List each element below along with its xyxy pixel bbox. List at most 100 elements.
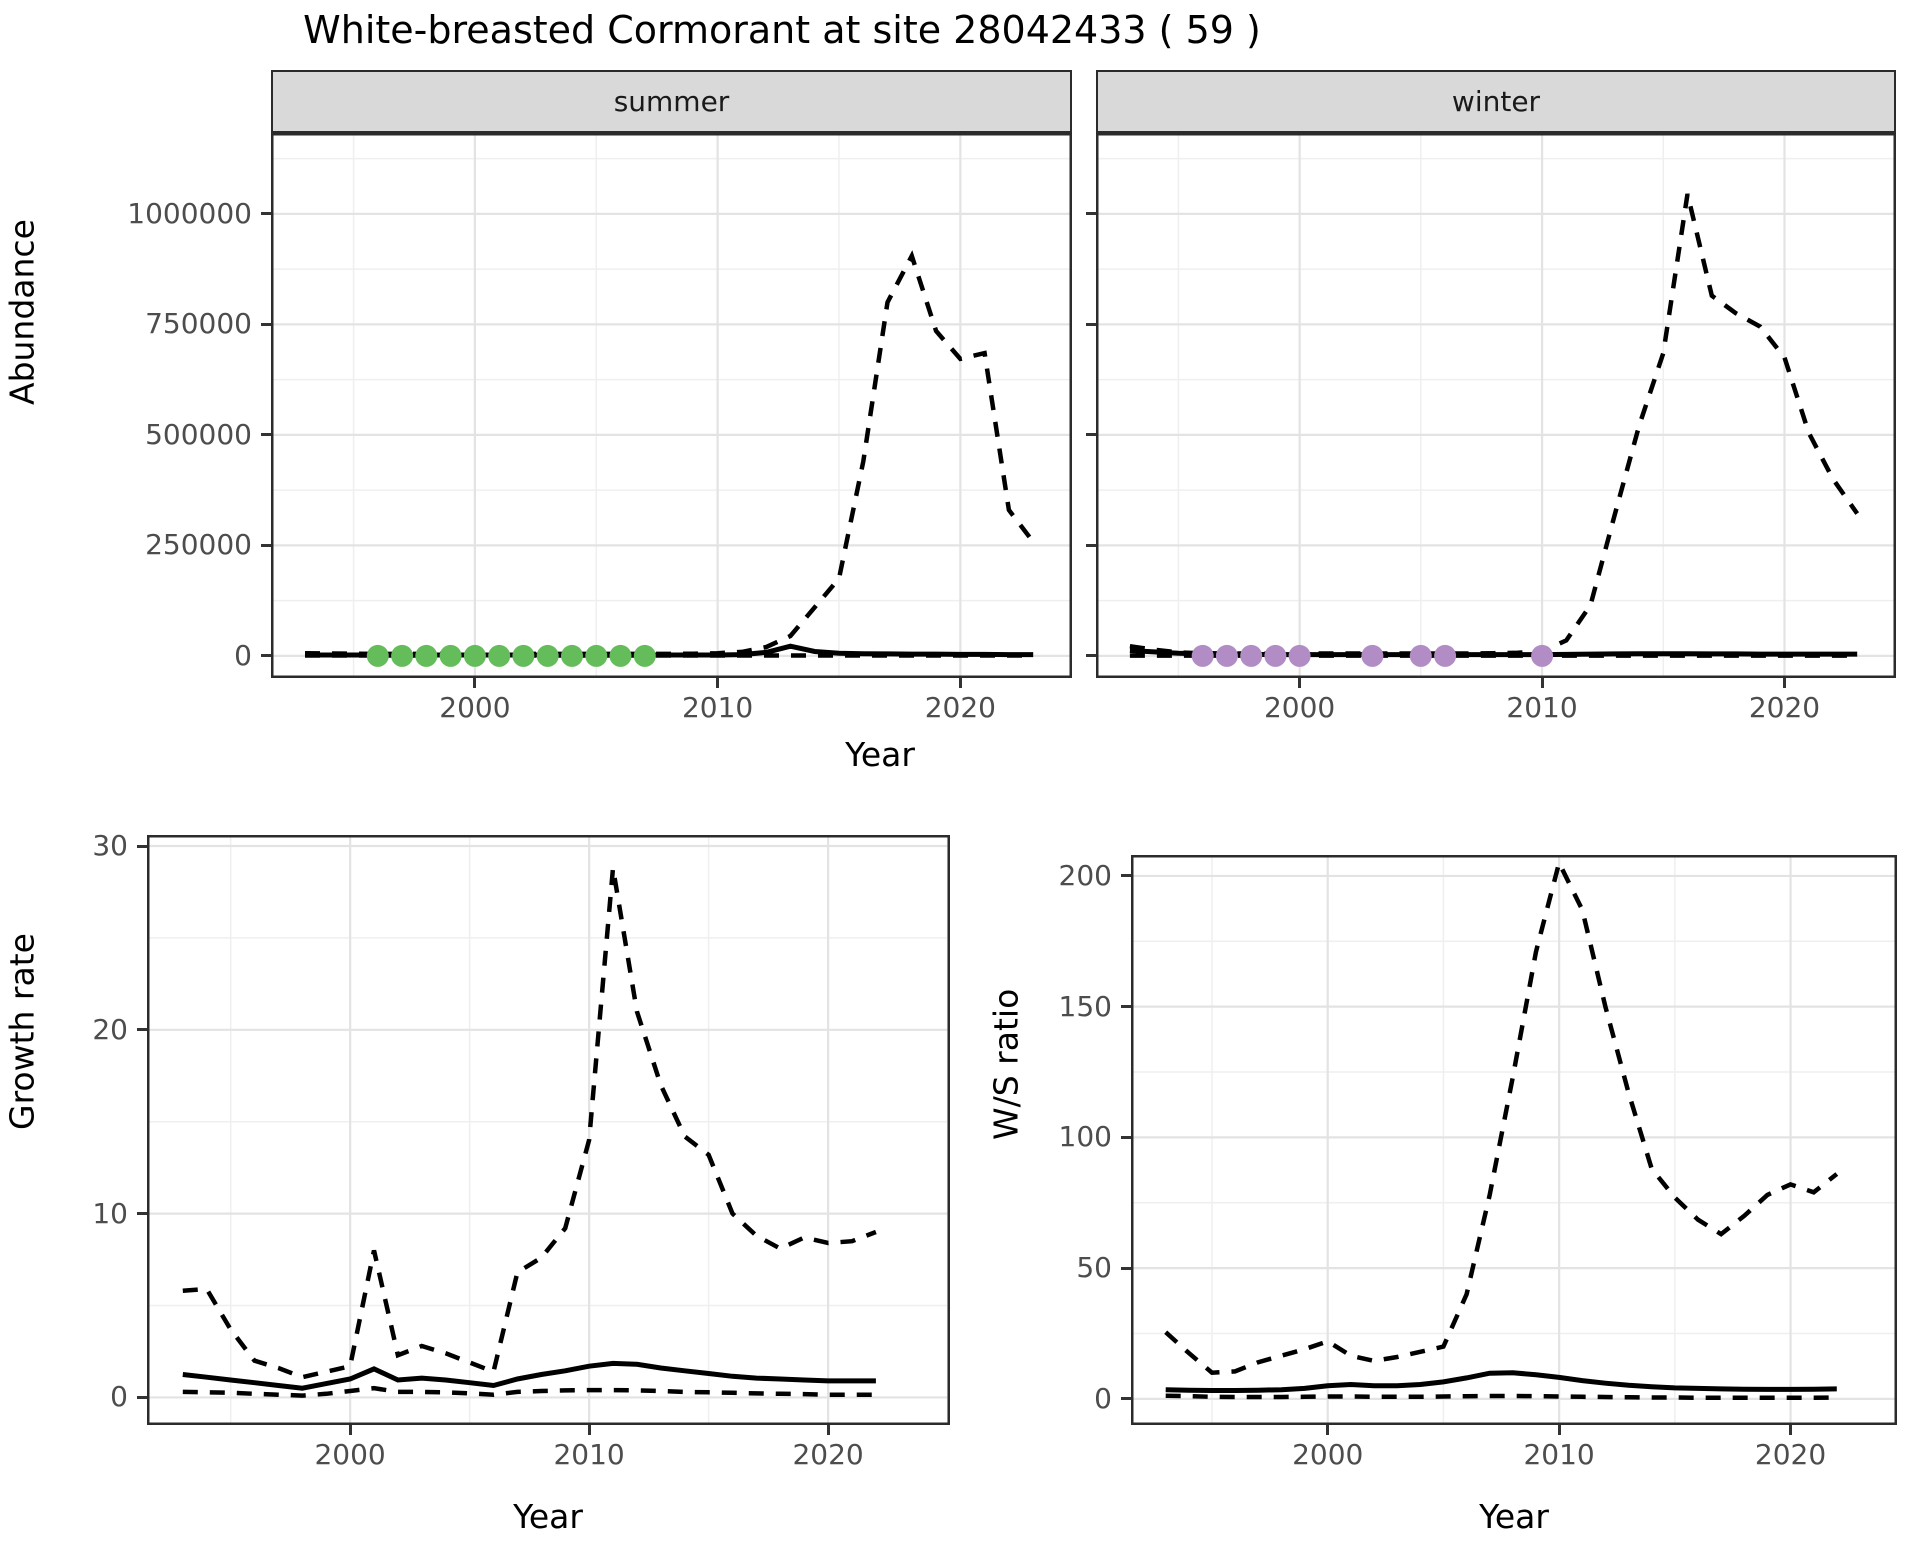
x-tick-label: 2020 — [1748, 691, 1821, 724]
y-tick-mark — [137, 844, 147, 848]
series-upper_ci — [182, 867, 877, 1380]
facet-strip-summer: summer — [271, 70, 1072, 133]
y-tick-mark — [261, 543, 271, 547]
x-tick-label: 2020 — [792, 1438, 864, 1471]
y-tick-mark — [1086, 654, 1096, 658]
facet-strip-winter: winter — [1096, 70, 1896, 133]
x-tick-mark — [958, 678, 962, 688]
series-lower_ci — [182, 1385, 876, 1398]
series-median — [182, 1360, 876, 1391]
x-tick-label: 2000 — [1292, 1438, 1364, 1471]
data-point — [512, 644, 535, 667]
data-point — [633, 644, 656, 667]
y-tick-label: 20 — [92, 1012, 128, 1046]
x-axis-title-year-top: Year — [845, 735, 915, 774]
x-tick-mark — [1557, 1425, 1561, 1435]
x-tick-label: 2000 — [439, 691, 511, 724]
x-tick-mark — [1789, 1425, 1793, 1435]
y-axis-title-abundance: Abundance — [2, 219, 42, 405]
x-tick-label: 2010 — [553, 1438, 625, 1471]
x-tick-label: 2010 — [1506, 691, 1578, 724]
data-point — [488, 644, 511, 667]
facet-strip-winter-label: winter — [1451, 85, 1541, 118]
x-tick-mark — [1298, 678, 1302, 688]
data-point — [415, 644, 438, 667]
panel-border — [271, 133, 1072, 678]
x-tick-mark — [1782, 678, 1786, 688]
y-tick-mark — [137, 1028, 147, 1032]
y-tick-mark — [1086, 543, 1096, 547]
plot-abundance-summer — [271, 133, 1072, 678]
y-tick-label: 0 — [110, 1380, 128, 1414]
data-point — [1240, 644, 1263, 667]
y-tick-mark — [137, 1395, 147, 1399]
plot-ws — [1131, 855, 1897, 1425]
series-upper_ci — [304, 250, 1035, 657]
series-median — [305, 643, 1034, 658]
y-tick-mark — [1121, 1135, 1131, 1139]
y-tick-mark — [261, 433, 271, 437]
x-tick-mark — [826, 1425, 830, 1435]
panel-border — [147, 835, 950, 1425]
y-tick-label: 100 — [1058, 1120, 1112, 1154]
data-point — [391, 644, 414, 667]
data-point — [1531, 644, 1554, 667]
y-tick-mark — [261, 654, 271, 658]
y-tick-label: 250000 — [145, 528, 252, 562]
x-axis-title-year-growth: Year — [513, 1497, 583, 1536]
data-point — [609, 644, 632, 667]
data-point — [1215, 644, 1238, 667]
series-lower_ci — [1165, 1393, 1837, 1401]
data-point — [463, 644, 486, 667]
y-tick-mark — [1086, 322, 1096, 326]
x-axis-title-year-ws: Year — [1479, 1497, 1549, 1536]
y-tick-label: 200 — [1058, 858, 1112, 892]
y-tick-mark — [1121, 1266, 1131, 1270]
data-point — [585, 644, 608, 667]
data-point — [1191, 644, 1214, 667]
series-median — [1165, 1370, 1837, 1393]
panel-border — [1131, 855, 1897, 1425]
y-tick-mark — [1121, 874, 1131, 878]
x-tick-label: 2010 — [681, 691, 754, 724]
y-tick-mark — [137, 1212, 147, 1216]
x-tick-label: 2020 — [924, 691, 996, 724]
x-tick-label: 2020 — [1754, 1438, 1827, 1471]
data-point — [561, 644, 583, 667]
y-tick-label: 150 — [1058, 989, 1112, 1023]
series-upper_ci — [1129, 193, 1860, 656]
y-tick-label: 30 — [92, 829, 128, 863]
x-tick-mark — [716, 678, 720, 688]
x-tick-label: 2000 — [314, 1438, 386, 1471]
x-tick-mark — [587, 1425, 591, 1435]
y-tick-label: 0 — [234, 638, 252, 672]
y-tick-mark — [261, 322, 271, 326]
data-point — [439, 644, 462, 667]
y-tick-label: 50 — [1076, 1251, 1112, 1285]
y-tick-label: 750000 — [145, 307, 252, 341]
y-tick-mark — [261, 212, 271, 216]
facet-strip-summer-label: summer — [613, 85, 730, 118]
panel-border — [1096, 133, 1896, 678]
data-point — [1361, 644, 1384, 667]
data-point — [366, 644, 389, 667]
y-tick-label: 1000000 — [127, 196, 252, 230]
series-upper_ci — [1164, 856, 1839, 1375]
data-point — [1264, 644, 1287, 667]
y-tick-mark — [1121, 1397, 1131, 1401]
x-tick-label: 2010 — [1523, 1438, 1595, 1471]
data-point — [1288, 644, 1311, 667]
data-point — [1434, 644, 1457, 667]
x-tick-mark — [1326, 1425, 1330, 1435]
x-tick-label: 2000 — [1263, 691, 1336, 724]
y-tick-mark — [1121, 1005, 1131, 1009]
x-tick-mark — [473, 678, 477, 688]
data-point — [536, 644, 559, 667]
y-tick-mark — [1086, 212, 1096, 216]
data-point — [1409, 644, 1432, 667]
x-tick-mark — [1540, 678, 1544, 688]
chart-title: White-breasted Cormorant at site 2804243… — [303, 8, 1261, 52]
plot-abundance-winter — [1096, 133, 1896, 678]
y-tick-label: 500000 — [145, 417, 252, 451]
